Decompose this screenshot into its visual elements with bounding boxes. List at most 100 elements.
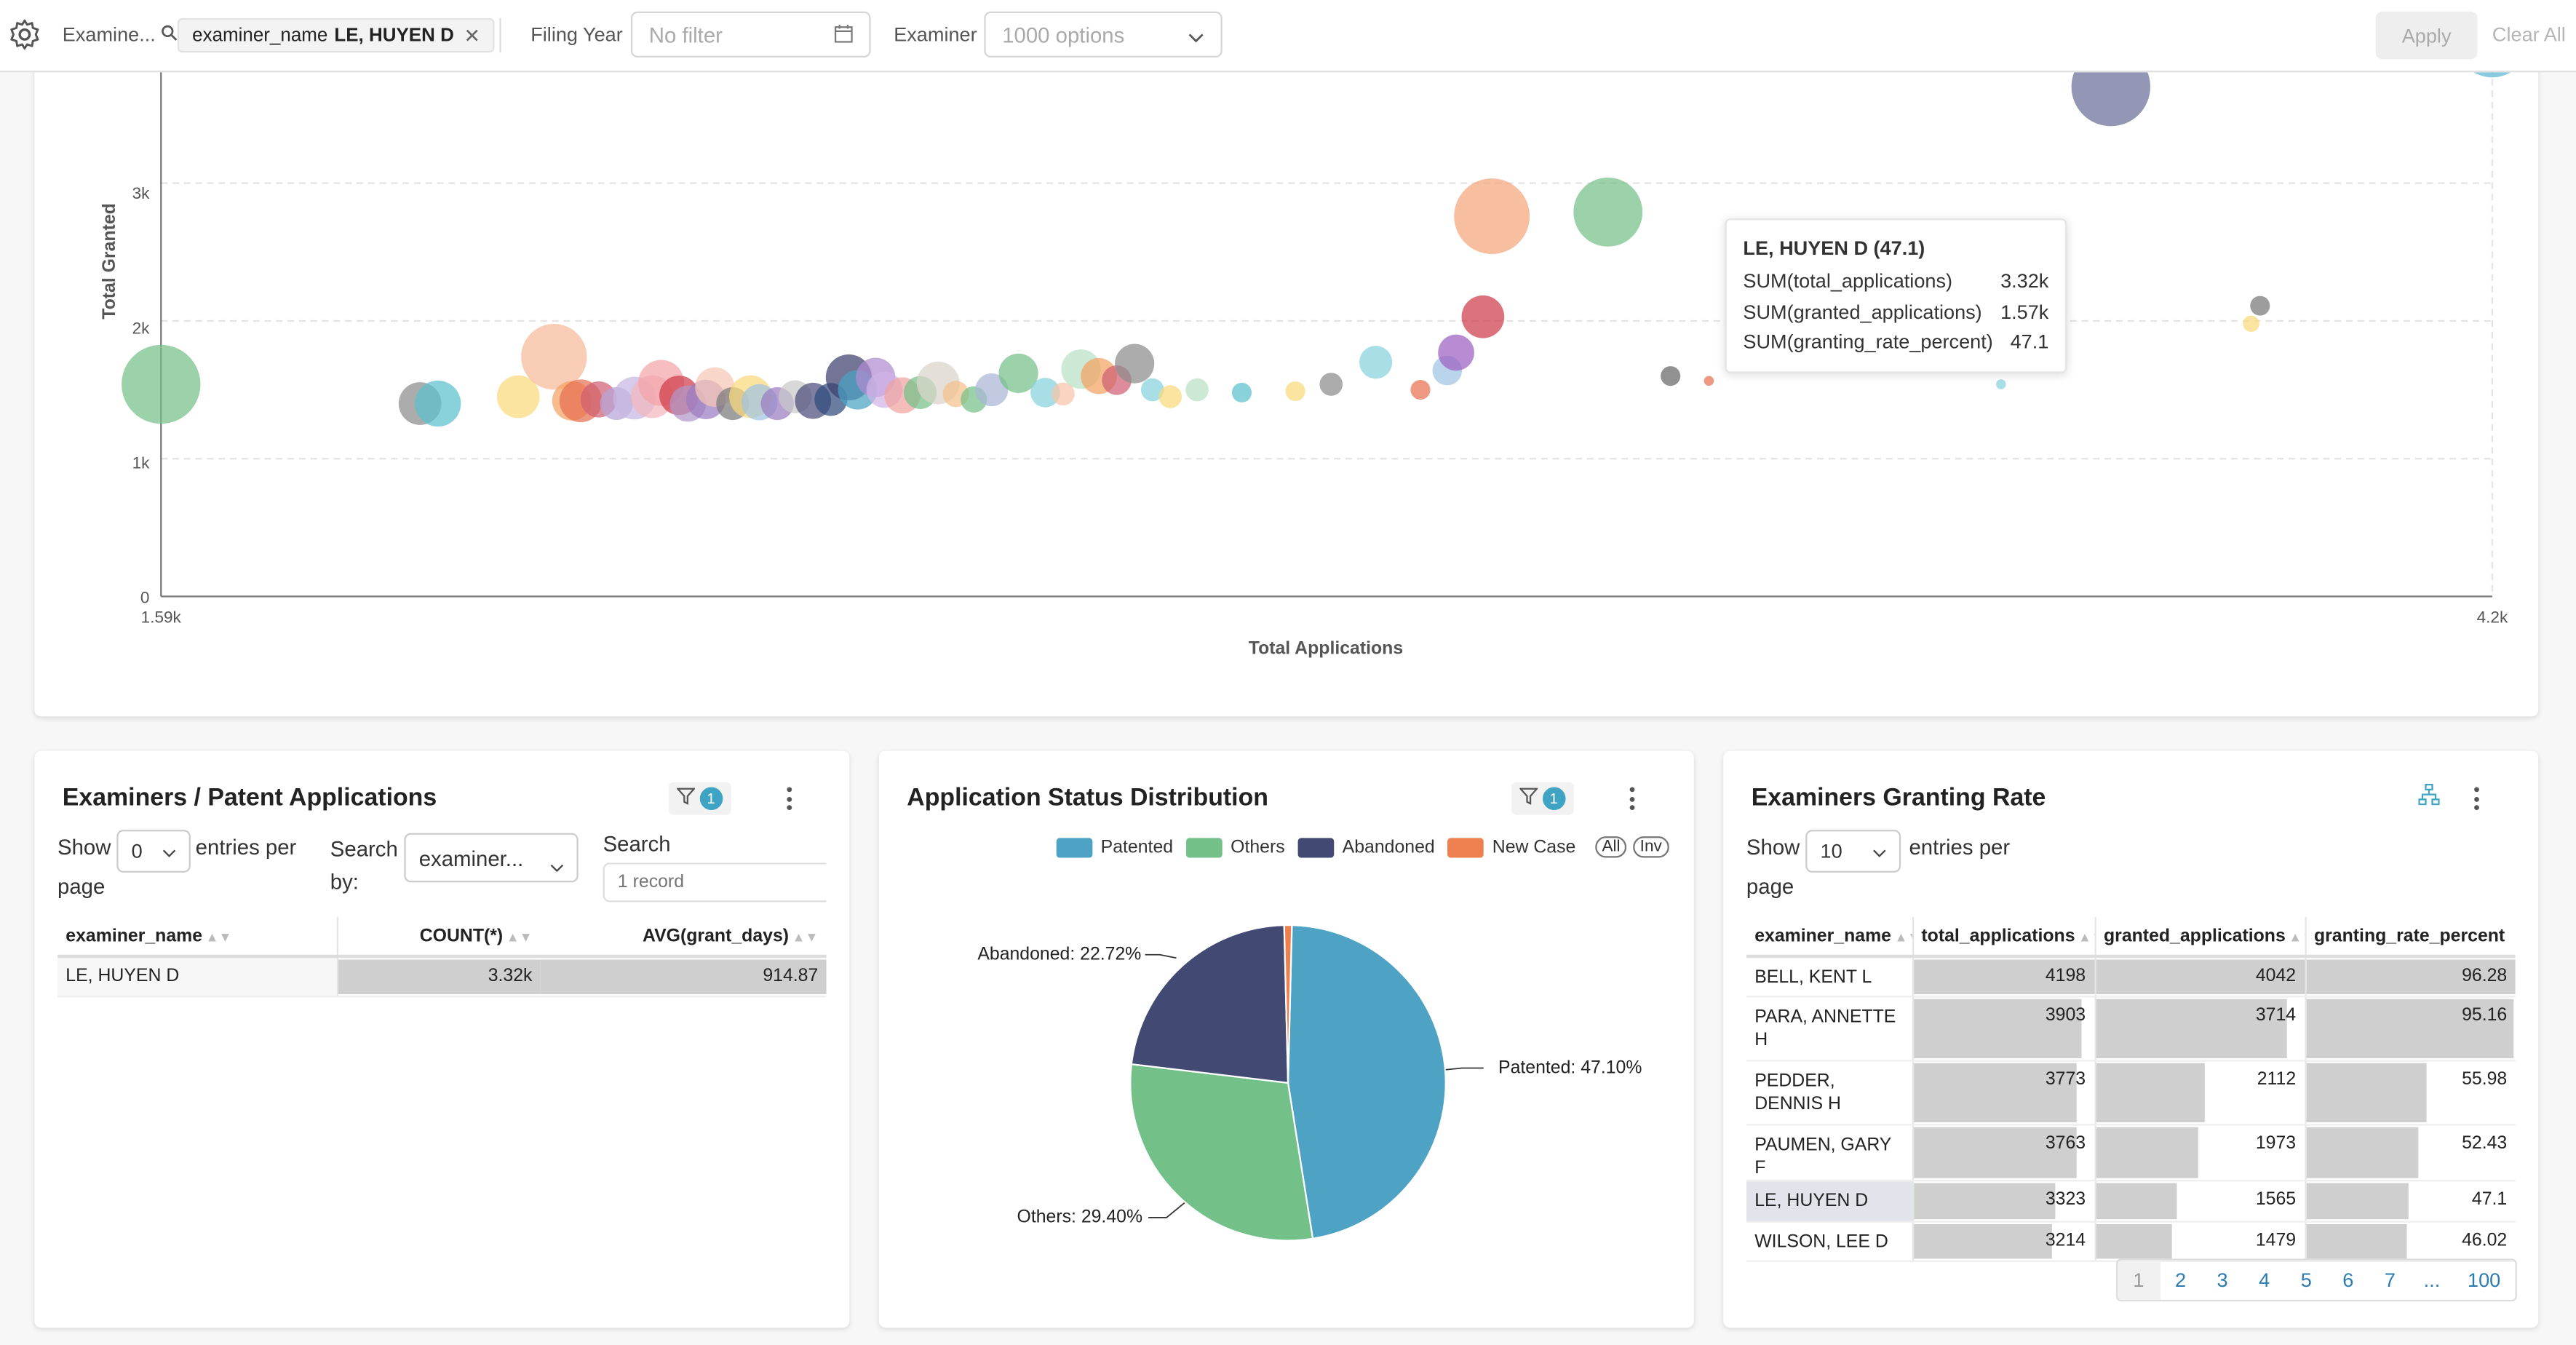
cell-granting-rate: 46.02: [2304, 1221, 2516, 1262]
cell-avg-grant-days: 914.87: [540, 956, 827, 997]
scatter-point[interactable]: [1704, 376, 1714, 386]
pie-slice-others[interactable]: [1129, 1063, 1314, 1242]
scatter-point[interactable]: [1231, 382, 1252, 402]
table-row[interactable]: LE, HUYEN D 3.32k 914.87: [57, 956, 827, 997]
column-header[interactable]: total_applications▲▼: [1911, 916, 2095, 959]
funnel-icon: [1519, 784, 1540, 814]
filter-count-badge: 1: [1542, 787, 1566, 811]
cell-total-applications: 3214: [1911, 1221, 2095, 1262]
page-button[interactable]: 100: [2468, 1268, 2501, 1292]
scatter-point[interactable]: [1996, 379, 2006, 389]
filter-indicator[interactable]: 1: [1511, 782, 1574, 815]
slice-label-abandoned: Abandoned: 22.72%: [977, 944, 1141, 964]
column-header[interactable]: granted_applications▲▼: [2094, 916, 2305, 959]
scatter-point[interactable]: [1438, 334, 1474, 371]
entries-select[interactable]: 10: [1805, 830, 1901, 873]
scatter-point[interactable]: [1454, 178, 1530, 255]
page-button[interactable]: 1: [2118, 1260, 2160, 1300]
table-row[interactable]: WILSON, LEE D 3214 1479 46.02: [1746, 1221, 2516, 1262]
scatter-point[interactable]: [415, 380, 461, 427]
scatter-point[interactable]: [1359, 346, 1393, 379]
entries-value: 0: [131, 839, 143, 863]
page-button[interactable]: 7: [2384, 1268, 2396, 1292]
scatter-point[interactable]: [122, 344, 201, 424]
pie-chart: Abandoned: 22.72% Patented: 47.10% Other…: [977, 924, 1642, 1242]
page-button[interactable]: ...: [2423, 1268, 2441, 1292]
entries-select[interactable]: 0: [116, 830, 191, 873]
scatter-point[interactable]: [1030, 378, 1060, 408]
legend-item[interactable]: Patented: [1056, 837, 1173, 857]
more-options-icon[interactable]: [2468, 784, 2484, 814]
search-icon: [161, 23, 178, 47]
active-filter-chip[interactable]: examiner_name LE, HUYEN D ✕: [177, 17, 496, 53]
filing-year-input[interactable]: No filter: [630, 11, 871, 58]
page-button[interactable]: 5: [2300, 1268, 2312, 1292]
search-by-select[interactable]: examiner...: [404, 833, 579, 883]
pie-chart-card: Application Status Distribution 1 Patent…: [878, 750, 1694, 1328]
cell-bar: [1913, 999, 2082, 1058]
cell-bar: [1913, 1223, 2053, 1259]
column-header[interactable]: granting_rate_percent: [2304, 916, 2516, 959]
apply-button[interactable]: Apply: [2375, 11, 2478, 60]
legend-invert-button[interactable]: Inv: [1633, 836, 1669, 858]
legend-item[interactable]: Abandoned: [1297, 837, 1435, 857]
page-button[interactable]: 3: [2217, 1268, 2228, 1292]
column-header[interactable]: COUNT(*) ▲▼: [335, 916, 541, 959]
slice-label-others: Others: 29.40%: [1017, 1207, 1143, 1227]
cell-examiner-name: PARA, ANNETTE H: [1746, 996, 1912, 1062]
more-options-icon[interactable]: [1623, 784, 1640, 814]
scatter-point[interactable]: [496, 375, 540, 418]
pie-slice-patented[interactable]: [1287, 924, 1447, 1240]
scatter-point[interactable]: [2243, 315, 2259, 333]
scatter-point[interactable]: [1410, 380, 1431, 400]
cell-examiner-name: PEDDER, DENNIS H: [1746, 1060, 1912, 1126]
scatter-point[interactable]: [1661, 366, 1681, 386]
scatter-point[interactable]: [1285, 381, 1305, 402]
native-filter-search[interactable]: Examine...: [63, 23, 178, 47]
close-icon[interactable]: ✕: [464, 23, 481, 47]
table-row[interactable]: PAUMEN, GARY F 3763 1973 52.43: [1746, 1124, 2516, 1182]
cell-bar: [1913, 1063, 2076, 1123]
table-row[interactable]: PARA, ANNETTE H 3903 3714 95.16: [1746, 996, 2516, 1062]
cell-total-applications: 3323: [1911, 1181, 2095, 1222]
pie-slice-new-case[interactable]: [1283, 924, 1293, 1083]
examiner-select[interactable]: 1000 options: [984, 11, 1223, 58]
entries-value: 10: [1820, 839, 1842, 863]
cell-examiner-name: WILSON, LEE D: [1746, 1221, 1912, 1262]
hierarchy-icon[interactable]: [2418, 783, 2440, 814]
pie-slice-abandoned[interactable]: [1130, 924, 1289, 1084]
scatter-point[interactable]: [998, 353, 1038, 393]
page-button[interactable]: 2: [2174, 1268, 2187, 1292]
table-row[interactable]: LE, HUYEN D 3323 1565 47.1: [1746, 1181, 2516, 1222]
column-header[interactable]: AVG(grant_days) ▲▼: [540, 916, 827, 959]
tooltip-row: SUM(total_applications) 3.32k: [1743, 266, 2048, 297]
scatter-point[interactable]: [1052, 382, 1075, 406]
column-header[interactable]: examiner_name▲▼: [1746, 916, 1912, 959]
scatter-point[interactable]: [2250, 295, 2270, 316]
filter-indicator[interactable]: 1: [668, 782, 731, 815]
scatter-point[interactable]: [975, 373, 1009, 407]
table-row[interactable]: BELL, KENT L 4198 4042 96.28: [1746, 956, 2516, 998]
search-by-label-2: by:: [330, 869, 359, 894]
scatter-point[interactable]: [1185, 378, 1209, 402]
scatter-point[interactable]: [1461, 295, 1505, 338]
clear-all-button[interactable]: Clear All: [2492, 23, 2566, 47]
page-button[interactable]: 4: [2259, 1268, 2270, 1292]
scatter-point[interactable]: [1319, 373, 1343, 396]
scatter-point[interactable]: [1115, 344, 1155, 384]
scatter-point[interactable]: [1573, 177, 1643, 247]
table-header-row: examiner_name ▲▼ COUNT(*) ▲▼ AVG(grant_day…: [57, 916, 827, 959]
legend-select-all-button[interactable]: All: [1595, 836, 1627, 858]
table-row[interactable]: PEDDER, DENNIS H 3773 2112 55.98: [1746, 1060, 2516, 1126]
column-header[interactable]: examiner_name▲▼: [57, 916, 337, 959]
settings-gear-icon[interactable]: [8, 18, 41, 51]
page-button[interactable]: 6: [2342, 1268, 2354, 1292]
legend-item[interactable]: Others: [1186, 837, 1285, 857]
legend-item[interactable]: New Case: [1447, 837, 1575, 857]
scatter-point[interactable]: [1158, 385, 1182, 408]
scatter-point[interactable]: [1140, 378, 1164, 402]
scatter-point[interactable]: [521, 324, 587, 390]
search-input[interactable]: [603, 862, 827, 902]
cell-bar: [2305, 1063, 2428, 1123]
more-options-icon[interactable]: [780, 784, 797, 814]
